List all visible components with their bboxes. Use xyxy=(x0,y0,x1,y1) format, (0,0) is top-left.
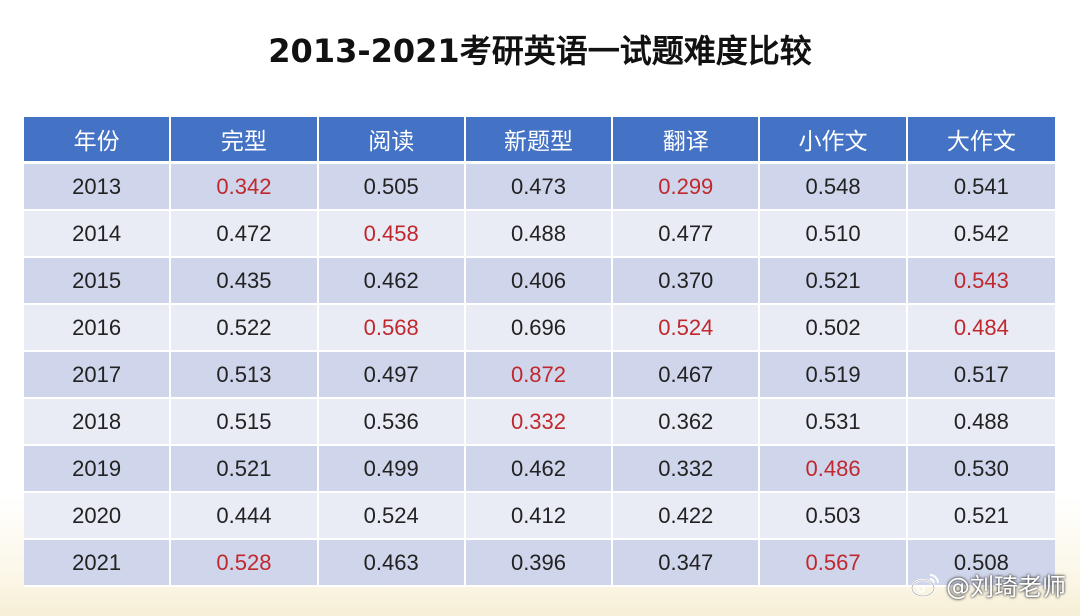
score-cell: 0.370 xyxy=(613,258,761,305)
score-cell: 0.462 xyxy=(318,258,466,305)
column-header: 年份 xyxy=(24,117,172,164)
score-cell: 0.332 xyxy=(613,446,761,493)
score-cell: 0.458 xyxy=(318,211,466,258)
column-header: 小作文 xyxy=(760,117,908,164)
score-cell: 0.522 xyxy=(171,305,319,352)
table-body: 2013 0.342 0.505 0.473 0.299 0.548 0.541 2014 0.… xyxy=(24,164,1055,587)
score-cell: 0.362 xyxy=(613,399,761,446)
column-header: 翻译 xyxy=(613,117,761,164)
score-cell: 0.531 xyxy=(760,399,908,446)
table-row: 2014 0.472 0.458 0.488 0.477 0.510 0.542 xyxy=(24,211,1055,258)
weibo-icon xyxy=(910,573,939,597)
watermark-text: @刘琦老师 xyxy=(946,573,1066,601)
score-cell: 0.462 xyxy=(465,446,614,493)
score-cell: 0.467 xyxy=(613,352,761,399)
score-cell: 0.422 xyxy=(613,493,761,540)
score-cell: 0.488 xyxy=(907,399,1055,446)
score-cell: 0.536 xyxy=(318,399,466,446)
score-cell: 0.696 xyxy=(465,305,614,352)
column-header: 新题型 xyxy=(465,117,614,164)
column-header: 阅读 xyxy=(318,117,466,164)
score-cell: 0.530 xyxy=(907,446,1055,493)
table-row: 2020 0.444 0.524 0.412 0.422 0.503 0.521 xyxy=(24,493,1055,540)
score-cell: 0.502 xyxy=(760,305,908,352)
score-cell: 0.519 xyxy=(760,352,908,399)
table-row: 2013 0.342 0.505 0.473 0.299 0.548 0.541 xyxy=(24,164,1055,211)
difficulty-table: 年份 完型 阅读 新题型 翻译 小作文 大作文 2013 0.342 0.505 0.473 0.2… xyxy=(24,117,1055,587)
score-cell: 0.332 xyxy=(465,399,614,446)
score-cell: 0.521 xyxy=(171,446,319,493)
year-cell: 2015 xyxy=(24,258,172,305)
score-cell: 0.872 xyxy=(465,352,614,399)
column-header: 完型 xyxy=(171,117,319,164)
score-cell: 0.513 xyxy=(171,352,319,399)
score-cell: 0.499 xyxy=(318,446,466,493)
score-cell: 0.299 xyxy=(613,164,761,211)
score-cell: 0.567 xyxy=(760,540,908,587)
score-cell: 0.444 xyxy=(171,493,319,540)
year-cell: 2020 xyxy=(24,493,172,540)
score-cell: 0.412 xyxy=(465,493,614,540)
year-cell: 2017 xyxy=(24,352,172,399)
table-header-row: 年份 完型 阅读 新题型 翻译 小作文 大作文 xyxy=(24,117,1055,164)
score-cell: 0.488 xyxy=(465,211,614,258)
year-cell: 2013 xyxy=(24,164,172,211)
score-cell: 0.484 xyxy=(907,305,1055,352)
column-header: 大作文 xyxy=(907,117,1055,164)
page-title: 2013-2021考研英语一试题难度比较 xyxy=(268,32,812,70)
score-cell: 0.524 xyxy=(318,493,466,540)
score-cell: 0.473 xyxy=(465,164,614,211)
score-cell: 0.528 xyxy=(171,540,319,587)
score-cell: 0.543 xyxy=(907,258,1055,305)
score-cell: 0.342 xyxy=(171,164,319,211)
score-cell: 0.486 xyxy=(760,446,908,493)
table-row: 2016 0.522 0.568 0.696 0.524 0.502 0.484 xyxy=(24,305,1055,352)
year-cell: 2018 xyxy=(24,399,172,446)
score-cell: 0.517 xyxy=(907,352,1055,399)
score-cell: 0.472 xyxy=(171,211,319,258)
table-row: 2017 0.513 0.497 0.872 0.467 0.519 0.517 xyxy=(24,352,1055,399)
table-row: 2019 0.521 0.499 0.462 0.332 0.486 0.530 xyxy=(24,446,1055,493)
score-cell: 0.510 xyxy=(760,211,908,258)
year-cell: 2021 xyxy=(24,540,172,587)
score-cell: 0.541 xyxy=(907,164,1055,211)
score-cell: 0.497 xyxy=(318,352,466,399)
year-cell: 2014 xyxy=(24,211,172,258)
data-table: 年份 完型 阅读 新题型 翻译 小作文 大作文 2013 0.342 0.505 0.473 0.2… xyxy=(24,117,1055,587)
year-cell: 2019 xyxy=(24,446,172,493)
score-cell: 0.548 xyxy=(760,164,908,211)
score-cell: 0.463 xyxy=(318,540,466,587)
watermark: @刘琦老师 xyxy=(910,567,1066,602)
year-cell: 2016 xyxy=(24,305,172,352)
score-cell: 0.477 xyxy=(613,211,761,258)
score-cell: 0.542 xyxy=(907,211,1055,258)
score-cell: 0.521 xyxy=(760,258,908,305)
table-row: 2015 0.435 0.462 0.406 0.370 0.521 0.543 xyxy=(24,258,1055,305)
score-cell: 0.524 xyxy=(613,305,761,352)
score-cell: 0.515 xyxy=(171,399,319,446)
score-cell: 0.568 xyxy=(318,305,466,352)
score-cell: 0.503 xyxy=(760,493,908,540)
score-cell: 0.435 xyxy=(171,258,319,305)
score-cell: 0.347 xyxy=(613,540,761,587)
score-cell: 0.406 xyxy=(465,258,614,305)
score-cell: 0.505 xyxy=(318,164,466,211)
table-row: 2018 0.515 0.536 0.332 0.362 0.531 0.488 xyxy=(24,399,1055,446)
score-cell: 0.521 xyxy=(907,493,1055,540)
score-cell: 0.396 xyxy=(465,540,614,587)
table-row: 2021 0.528 0.463 0.396 0.347 0.567 0.508 xyxy=(24,540,1055,587)
